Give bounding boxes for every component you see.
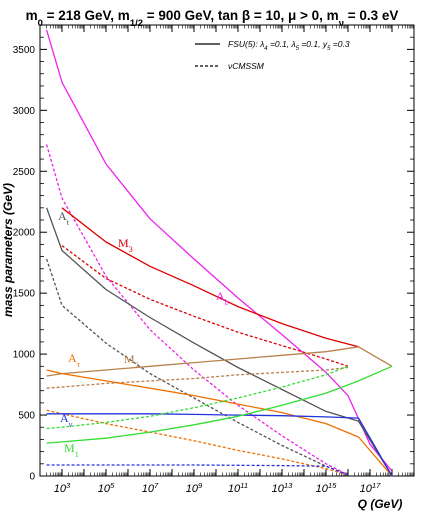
series-line [45, 258, 349, 476]
series-label: M1 [64, 441, 79, 459]
x-axis-title: Q (GeV) [358, 497, 403, 511]
legend-entry: FSU(5): λ4 =0.1, λ5 =0.1, y5 =0.3 [228, 39, 350, 52]
series-line [61, 207, 359, 348]
series-line [46, 409, 349, 476]
legend: FSU(5): λ4 =0.1, λ5 =0.1, y5 =0.3 νCMSSM [195, 39, 350, 71]
series-line [46, 365, 393, 444]
x-tick-label: 105 [98, 481, 115, 496]
y-tick-label: 500 [18, 411, 35, 422]
series-line [61, 245, 349, 367]
series-line [45, 144, 349, 476]
series-line [46, 346, 393, 377]
y-tick-label: 2500 [13, 167, 36, 178]
series-line [45, 207, 393, 477]
series-line [46, 366, 349, 389]
x-tick-label: 1011 [228, 481, 248, 496]
series-line [46, 369, 393, 477]
axis-ticks: 0 500 1000 1500 2000 2500 3000 3500 103 105 107 109… [13, 25, 415, 496]
y-tick-label: 0 [29, 472, 35, 483]
chart-title: m0 = 218 GeV, m1/2 = 900 GeV, tan β = 10… [26, 8, 399, 29]
x-tick-label: 109 [186, 481, 203, 496]
legend-entry: νCMSSM [228, 61, 265, 71]
y-tick-label: 3500 [13, 45, 36, 56]
y-tick-label: 3000 [13, 106, 36, 117]
series-line [46, 464, 349, 476]
series-label: Aτ [68, 351, 81, 369]
y-tick-label: 1500 [13, 289, 36, 300]
y-axis-title: mass parameters (GeV) [1, 183, 15, 317]
series-label: M2 [124, 352, 139, 370]
y-tick-label: 1000 [13, 350, 36, 361]
series-line [45, 29, 393, 472]
series-line [46, 413, 393, 477]
x-tick-label: 1017 [360, 481, 382, 496]
x-tick-label: 1013 [272, 481, 294, 496]
series-label: Ab [216, 289, 229, 307]
series-line [46, 365, 349, 430]
series-label: M3 [118, 236, 133, 254]
series-label: Aν [60, 411, 73, 429]
x-tick-label: 1015 [316, 481, 338, 496]
plot-frame [39, 24, 415, 477]
curve-labels: Ab M3 At M2 Aτ Aν M1 [58, 209, 229, 459]
x-tick-label: 103 [54, 481, 71, 496]
y-tick-label: 2000 [13, 228, 36, 239]
x-tick-label: 107 [142, 481, 159, 496]
series-label: At [58, 209, 70, 227]
curves [45, 29, 393, 477]
